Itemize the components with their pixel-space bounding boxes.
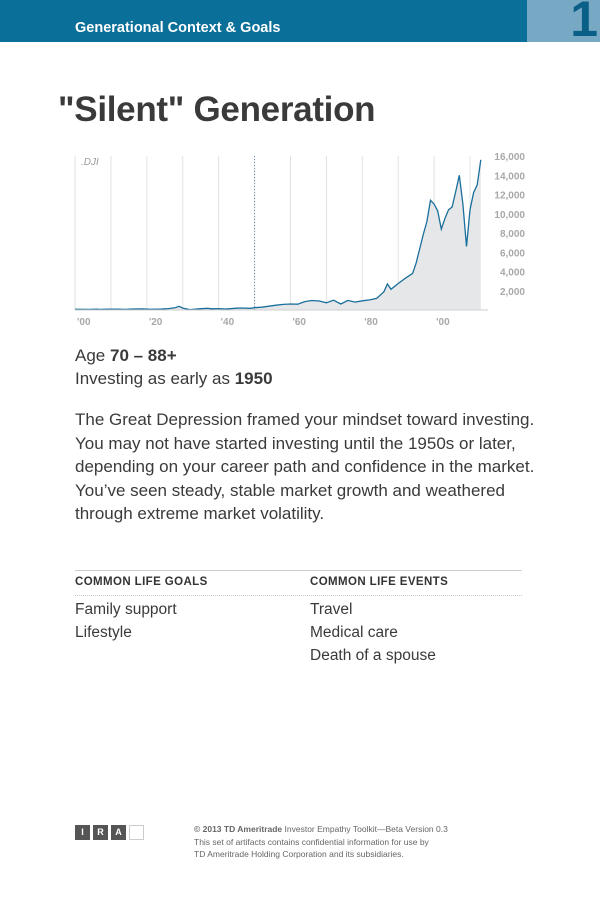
age-prefix: Age [75,346,106,365]
series-label: .DJI [81,157,99,168]
events-heading: COMMON LIFE EVENTS [310,576,449,588]
logo-letter: I [75,825,90,840]
logo-letter: R [93,825,108,840]
generation-description: The Great Depression framed your mindset… [75,410,535,523]
x-tick-label: '40 [221,317,235,328]
footer-line-3: TD Ameritrade Holding Corporation and it… [194,849,404,859]
logo-letter: A [111,825,126,840]
x-tick-label: '20 [149,317,163,328]
heading-divider [75,595,522,596]
series-line [74,159,482,311]
investing-year: 1950 [234,369,273,388]
logo-empty-box [129,825,144,840]
y-tick-label: 16,000 [494,152,525,163]
y-tick-label: 12,000 [494,191,525,202]
page-title: "Silent" Generation [58,90,376,129]
page-number: 1 [570,0,598,47]
goals-heading: COMMON LIFE GOALS [75,576,208,588]
x-tick-label: '00 [436,317,450,328]
y-tick-label: 10,000 [494,210,525,221]
event-item: Travel [310,601,353,618]
age-line: Age 70 – 88+ [75,344,273,367]
events-column: COMMON LIFE EVENTS Travel Medical care D… [310,571,522,667]
y-tick-label: 6,000 [500,248,525,259]
footer-disclaimer: © 2013 TD Ameritrade Investor Empathy To… [194,823,524,861]
event-item: Death of a spouse [310,647,436,664]
investing-line: Investing as early as 1950 [75,367,273,390]
section-title: Generational Context & Goals [75,20,281,36]
y-tick-label: 4,000 [500,268,525,279]
y-tick-label: 8,000 [500,229,525,240]
page-number-tab: 1 [527,0,600,47]
footer-copyright: © 2013 TD Ameritrade [194,824,283,834]
goal-item: Family support [75,601,177,618]
footer-line-2: This set of artifacts contains confident… [194,836,429,847]
goal-item: Lifestyle [75,624,132,641]
event-item: Medical care [310,624,398,641]
y-tick-label: 14,000 [494,171,525,182]
series-area [75,159,481,310]
x-tick-label: '60 [292,317,306,328]
profile-summary: Age 70 – 88+ Investing as early as 1950 [75,344,273,390]
dji-chart: .DJI 2,000 4,000 6,000 8,000 10,000 12,000 14,0… [74,152,525,328]
goals-list: Family support Lifestyle [75,595,310,644]
investing-prefix: Investing as early as [75,369,230,388]
footer-toolkit: Investor Empathy Toolkit—Beta Version 0.… [282,824,448,834]
age-range: 70 – 88+ [109,346,177,365]
events-list: Travel Medical care Death of a spouse [310,595,522,667]
footer-line-1: © 2013 TD Ameritrade Investor Empathy To… [194,823,524,836]
goals-events-table: COMMON LIFE GOALS Family support Lifesty… [75,570,522,664]
ira-logo: I R A [75,825,147,840]
goals-column: COMMON LIFE GOALS Family support Lifesty… [75,571,310,644]
y-tick-label: 2,000 [500,287,525,298]
header-bar: Generational Context & Goals [0,0,600,42]
x-tick-label: '00 [77,317,91,328]
x-tick-label: '80 [364,317,378,328]
